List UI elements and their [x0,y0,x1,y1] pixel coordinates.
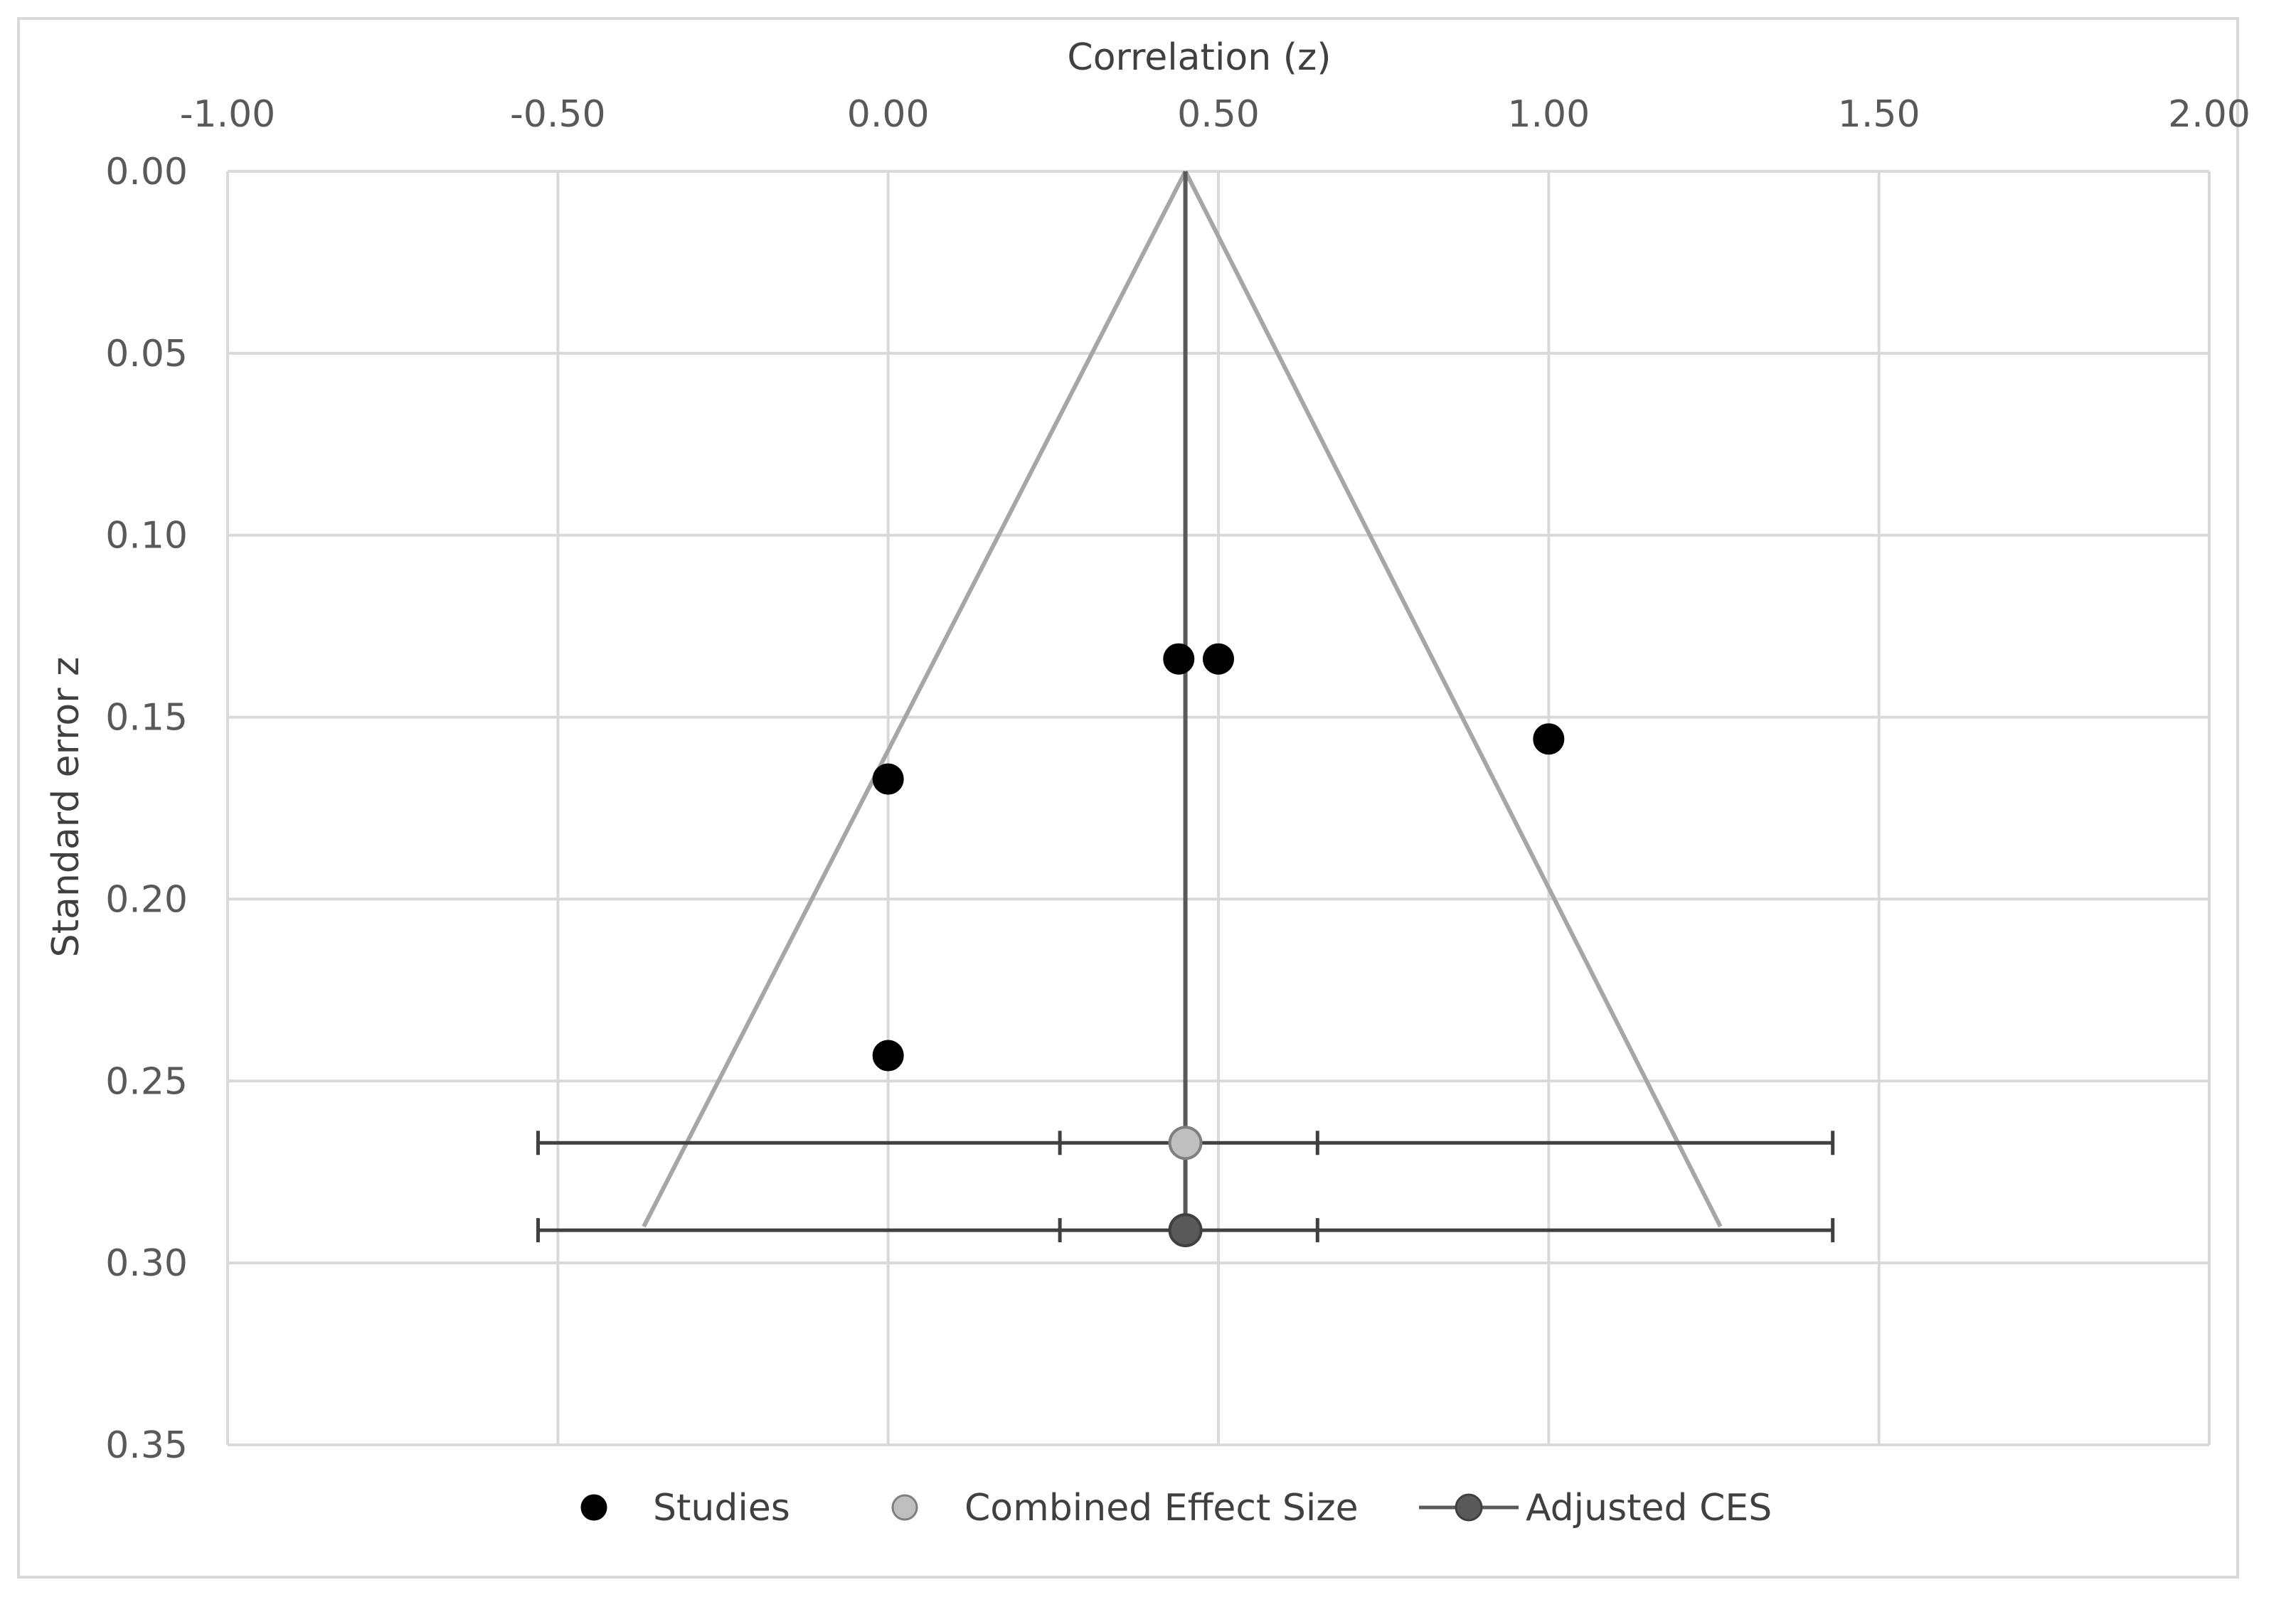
funnel-right-boundary [1183,170,1723,1228]
point-studies [1203,643,1234,675]
tick-labels: -1.00 -0.50 0.00 0.50 1.00 1.50 2.00 0.00 0.05 0.… [105,93,2250,1467]
x-tick-label: 0.50 [1177,93,1260,136]
chart-frame [17,17,2239,1579]
legend-label-combined: Combined Effect Size [964,1487,1359,1529]
point-combined-effect-size [1168,1126,1203,1160]
y-tick-label: 0.35 [105,1424,188,1467]
data-points [872,643,1565,1248]
point-adjusted-ces [1168,1213,1203,1248]
point-studies [872,1040,904,1072]
point-studies [1533,723,1565,755]
gridlines [226,170,2211,1446]
legend: Studies Combined Effect Size Adjusted CE… [580,1487,1772,1529]
y-tick-label: 0.05 [105,333,188,375]
legend-marker-combined [891,1494,918,1521]
legend-label-adjusted: Adjusted CES [1526,1487,1772,1529]
legend-marker-adjusted [1455,1493,1483,1522]
legend-marker-studies [580,1494,607,1521]
x-tick-label: -1.00 [180,93,276,136]
legend-label-studies: Studies [653,1487,790,1529]
x-tick-label: 2.00 [2168,93,2250,136]
y-tick-label: 0.30 [105,1242,188,1285]
x-tick-label: 1.50 [1838,93,1920,136]
y-tick-label: 0.20 [105,878,188,921]
y-tick-label: 0.25 [105,1060,188,1103]
x-axis-title: Correlation (z) [1067,36,1331,79]
x-tick-label: 0.00 [847,93,930,136]
point-studies [1163,643,1195,675]
x-tick-label: -0.50 [510,93,606,136]
y-axis-title: Standard error z [45,657,87,958]
y-tick-label: 0.15 [105,697,188,740]
funnel-left-boundary [642,170,1188,1228]
y-tick-label: 0.00 [105,151,188,193]
x-tick-label: 1.00 [1507,93,1590,136]
y-tick-label: 0.10 [105,515,188,557]
point-studies [872,763,904,795]
funnel [642,170,1723,1228]
